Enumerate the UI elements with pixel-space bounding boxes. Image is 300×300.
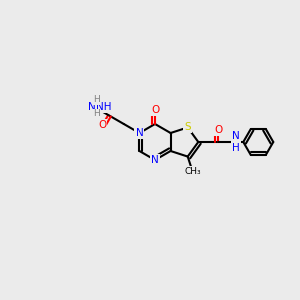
Text: N: N (136, 128, 143, 138)
Text: NH: NH (96, 102, 112, 112)
Text: N
H: N H (232, 131, 240, 153)
Text: H: H (93, 110, 100, 118)
Text: H: H (93, 95, 100, 104)
Text: NH₂: NH₂ (88, 102, 107, 112)
Text: CH₃: CH₃ (184, 167, 201, 176)
Text: N: N (151, 155, 159, 165)
Text: O: O (98, 120, 106, 130)
Text: O: O (151, 105, 159, 115)
Text: S: S (184, 122, 191, 132)
Text: O: O (214, 125, 222, 135)
